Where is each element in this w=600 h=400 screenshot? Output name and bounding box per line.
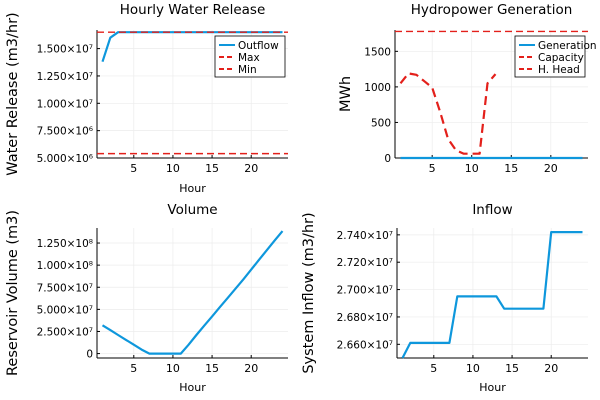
y-tick-label: 1.500×10⁷ [37,44,93,56]
chart-title: Volume [167,202,217,218]
y-tick-label: 1500 [364,46,391,58]
chart-title: Hydropower Generation [411,2,573,18]
legend-label: Capacity [538,52,584,64]
legend-label: H. Head [538,64,580,76]
panel-inflow: 5 10 15 20 2.660×10⁷ 2.680×10⁷ 2.700×10⁷ 2.720×… [301,202,588,394]
y-tick-label: 500 [371,117,391,129]
panel-hydropower: 5 10 15 20 0 500 1000 1500 Hydropower Generation… [338,2,597,175]
y-axis-label: System Inflow (m3/hr) [301,212,317,373]
x-tick-label: 5 [429,162,436,175]
y-tick-label: 2.740×10⁷ [337,230,393,242]
chart-title: Hourly Water Release [120,2,266,18]
y-tick-label: 2.700×10⁷ [337,285,393,297]
x-tick-label: 10 [466,362,480,375]
x-tick-label: 20 [244,162,258,175]
chart-title: Inflow [472,202,512,218]
x-tick-label: 10 [166,362,180,375]
panel-water-release: 5 10 15 20 5.000×10⁶ 7.500×10⁶ 1.000×10⁷ 1.250×… [5,2,288,195]
x-tick-label: 20 [544,162,558,175]
panel-volume: 5 10 15 20 0 2.500×10⁷ 5.000×10⁷ 7.500×10⁷ 1.000… [5,202,288,394]
legend-box [514,35,586,78]
y-tick-label: 2.500×10⁷ [37,326,93,338]
y-axis-label: Reservoir Volume (m3) [5,210,21,376]
y-tick-label: 1.000×10⁸ [37,260,93,272]
x-tick-label: 15 [505,362,519,375]
y-tick-label: 1.250×10⁸ [37,238,93,250]
y-tick-label: 2.720×10⁷ [337,257,393,269]
y-tick-label: 5.000×10⁷ [37,304,93,316]
x-tick-label: 15 [205,162,219,175]
x-tick-label: 5 [130,162,137,175]
series-h-head-line [399,72,497,155]
x-tick-label: 5 [130,362,137,375]
legend-label: Min [238,64,257,76]
legend-label: Outflow [238,40,279,52]
y-axis-label: MWh [338,76,354,112]
y-tick-label: 1.000×10⁷ [37,98,93,110]
x-tick-label: 15 [504,162,518,175]
legend-label: Generation [538,40,597,52]
x-tick-label: 20 [544,362,558,375]
x-tick-label: 5 [430,362,437,375]
legend-label: Max [238,52,260,64]
series-line-line [101,230,284,355]
x-axis-label: Hour [479,381,506,394]
y-tick-label: 7.500×10⁷ [37,282,93,294]
y-tick-label: 1.250×10⁷ [37,71,93,83]
x-tick-label: 10 [465,162,479,175]
series-line-line [401,231,583,359]
x-tick-label: 15 [205,362,219,375]
y-tick-label: 2.660×10⁷ [337,339,393,351]
x-tick-label: 20 [244,362,258,375]
legend-box [214,35,286,78]
y-axis-label: Water Release (m3/hr) [5,12,21,175]
x-axis-label: Hour [179,182,206,195]
y-tick-label: 0 [384,153,391,165]
y-tick-label: 1000 [364,82,391,94]
y-tick-label: 5.000×10⁶ [37,153,93,165]
x-tick-label: 10 [166,162,180,175]
x-axis-label: Hour [179,381,206,394]
y-tick-label: 2.680×10⁷ [337,312,393,324]
y-tick-label: 0 [86,349,93,361]
y-tick-label: 7.500×10⁶ [37,126,93,138]
